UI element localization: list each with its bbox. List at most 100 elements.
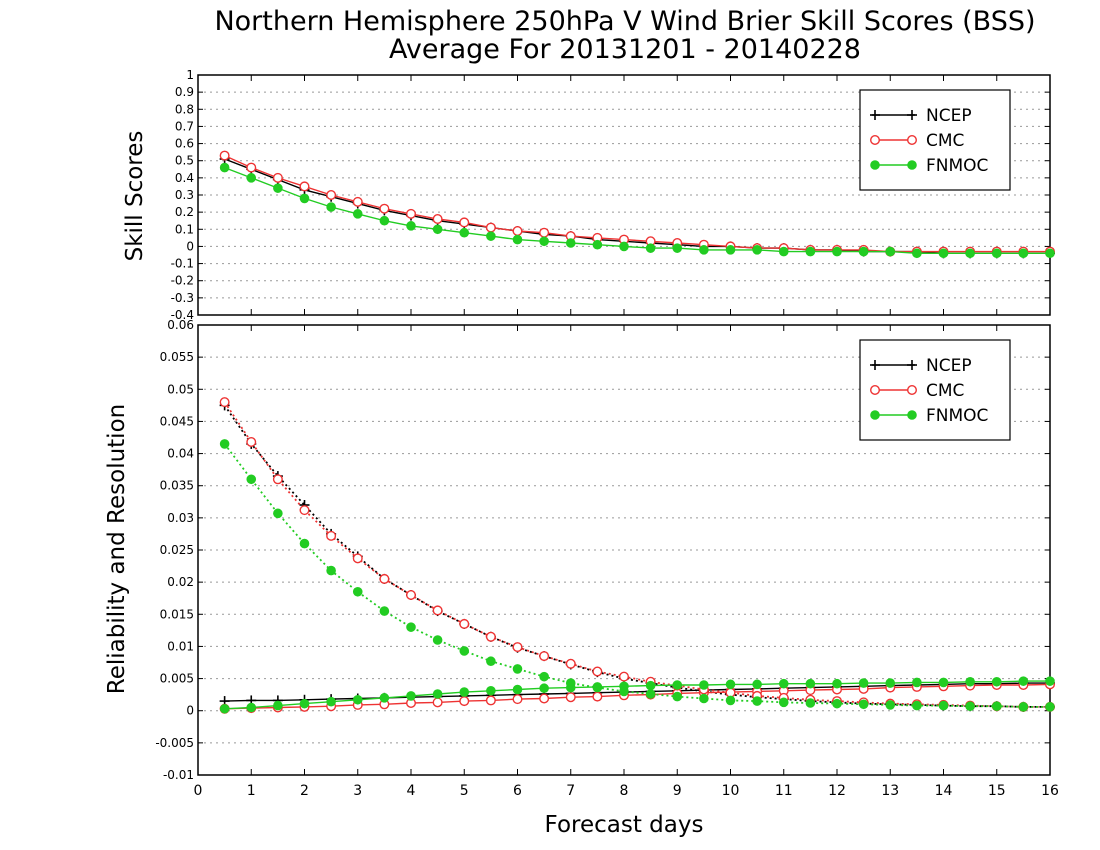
x-tick-label: 5 [460,783,469,799]
top-y-tick-label: 0.1 [175,222,194,236]
x-tick-label: 12 [828,783,846,799]
top-data-point [1045,248,1055,259]
bottom-data-point [432,635,443,645]
top-data-point [326,189,337,200]
x-tick-label: 15 [988,783,1006,799]
top-y-tick-label: -0.4 [171,308,194,322]
bottom-data-point [805,698,816,708]
top-data-point [699,245,709,255]
top-legend-marker [907,160,917,170]
bottom-data-point [965,701,975,712]
bottom-legend-marker [870,360,880,370]
top-data-point [379,215,390,226]
bottom-data-point [912,677,922,688]
bottom-y-tick-label: 0.045 [160,414,194,428]
bottom-y-tick-label: 0.02 [167,575,194,589]
bottom-legend-label: CMC [926,381,964,401]
bottom-data-point [352,694,363,705]
top-data-point [592,239,603,250]
bottom-legend-entry-fnmoc: FNMOC [870,406,988,426]
bottom-data-point [725,679,736,690]
top-data-point [619,241,629,252]
bottom-data-point [1018,676,1029,686]
bottom-data-point [406,622,416,632]
bottom-data-point [432,697,443,708]
bottom-data-point [379,606,390,616]
top-y-tick-label: -0.3 [171,291,194,305]
bottom-data-point [539,693,550,704]
bottom-data-point [512,664,523,674]
bottom-data-point [219,439,230,449]
bottom-data-point [619,686,629,697]
top-y-tick-label: 0.8 [175,102,194,116]
top-data-point [512,225,523,236]
bottom-data-point [991,701,1002,712]
top-data-point [752,245,762,255]
bottom-data-point [432,689,443,699]
bottom-data-point [885,700,896,710]
top-data-point [432,213,443,224]
top-data-point [539,236,549,247]
bottom-data-point [326,530,337,541]
top-data-point [459,217,470,228]
bottom-y-tick-label: 0.035 [160,479,194,493]
bottom-data-point [858,678,869,688]
x-tick-label: 2 [300,783,309,799]
bottom-data-point [539,683,549,694]
x-tick-label: 7 [566,783,575,799]
bottom-data-point [752,696,762,706]
bottom-y-tick-label: -0.01 [163,768,194,782]
bottom-legend-marker [907,360,917,370]
top-data-point [459,227,470,238]
bottom-y-axis-label: Reliability and Resolution [104,404,130,694]
top-data-point [778,246,789,257]
bottom-y-tick-label: 0.015 [160,607,194,621]
bottom-data-point [778,697,789,708]
bottom-legend-marker [870,410,880,420]
bottom-data-point [592,666,603,677]
bottom-data-point [512,694,523,705]
top-data-point [645,243,656,253]
top-data-point [512,234,523,245]
bottom-data-point [486,656,496,667]
bottom-data-point [379,693,390,703]
top-data-point [299,193,310,204]
bottom-data-point [512,642,523,653]
top-data-point [273,183,283,193]
bottom-data-point [885,678,896,688]
bottom-data-point [592,682,603,693]
bottom-y-tick-label: 0.055 [160,350,194,364]
bottom-plot-frame [197,324,1051,776]
x-tick-label: 8 [620,783,629,799]
top-data-point [219,150,230,161]
top-y-tick-label: 0.2 [175,205,194,219]
x-tick-label: 9 [673,783,682,799]
bottom-data-point [565,678,576,688]
top-legend-label: FNMOC [926,156,988,176]
bottom-data-point [565,692,576,703]
bottom-data-point [645,680,656,691]
bottom-legend-marker [870,385,881,396]
bottom-legend-marker [907,385,918,396]
bottom-data-point [752,679,762,690]
bottom-y-tick-label: 0.025 [160,543,194,557]
skill-scores-panel: -0.4 -0.3 -0.2 -0.1 0 0.1 0.2 0.3 0.4 0.5 0.6 0.7 0.… [171,68,1055,322]
top-legend-entry-ncep: NCEP [870,106,972,126]
bottom-data-point [299,505,310,516]
top-legend-label: NCEP [926,106,972,126]
top-y-tick-label: -0.1 [171,257,194,271]
bottom-data-point [592,691,603,702]
top-y-tick-label: 0 [186,239,194,253]
top-data-point [1018,248,1029,259]
top-data-point [486,231,496,241]
top-data-point [672,243,683,253]
bottom-data-point [725,695,736,706]
top-y-tick-label: 0.9 [175,85,194,99]
x-tick-label: 6 [513,783,522,799]
bottom-data-point [672,680,683,690]
bottom-data-point [778,678,789,689]
top-data-point [246,162,257,173]
top-legend-entry-cmc: CMC [870,131,964,151]
bottom-data-point [539,671,549,682]
